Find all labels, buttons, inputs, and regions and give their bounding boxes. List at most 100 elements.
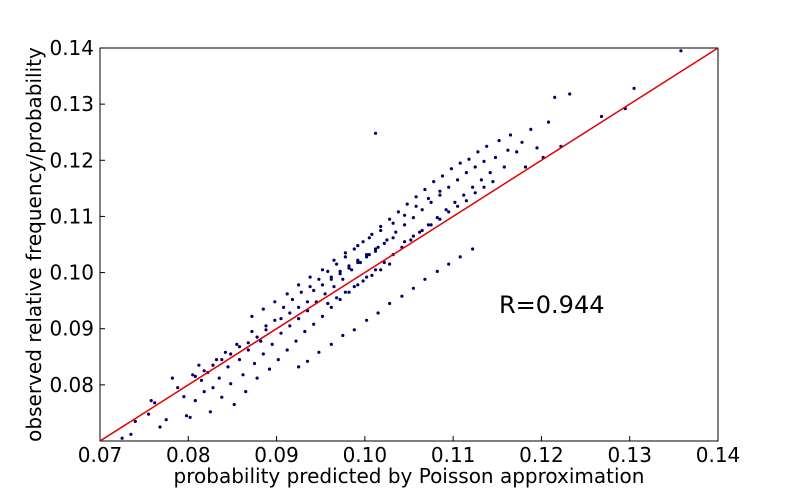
data-point xyxy=(252,361,257,366)
x-tick-label: 0.07 xyxy=(78,443,123,467)
reference-line xyxy=(99,47,719,442)
data-point xyxy=(388,217,392,221)
data-point xyxy=(182,395,186,399)
data-point xyxy=(367,236,371,240)
data-point xyxy=(367,253,371,257)
data-point xyxy=(553,95,557,99)
data-point xyxy=(361,240,365,244)
data-point xyxy=(164,418,168,422)
data-point xyxy=(153,401,157,405)
data-point xyxy=(409,238,413,242)
data-point xyxy=(515,150,519,154)
data-point xyxy=(464,199,468,203)
data-point xyxy=(129,432,133,436)
data-point xyxy=(290,297,295,302)
data-point xyxy=(347,264,351,268)
data-point xyxy=(458,255,462,259)
data-point xyxy=(508,133,513,137)
data-point xyxy=(358,260,362,265)
data-point xyxy=(482,159,486,163)
data-point xyxy=(376,311,380,315)
x-tick-label: 0.10 xyxy=(343,443,388,467)
data-point xyxy=(373,268,378,272)
data-point xyxy=(385,238,389,242)
data-point xyxy=(297,365,301,369)
data-point xyxy=(456,178,460,182)
data-point xyxy=(356,283,360,287)
data-point xyxy=(382,260,386,265)
data-point xyxy=(297,305,301,309)
y-tick-label: 0.08 xyxy=(49,373,94,397)
data-point xyxy=(343,251,347,255)
data-point xyxy=(133,419,137,423)
data-point xyxy=(208,410,212,414)
data-point xyxy=(403,240,407,244)
data-point xyxy=(220,395,224,399)
data-point xyxy=(329,342,333,346)
data-point xyxy=(444,208,448,212)
y-tick-label: 0.11 xyxy=(49,204,94,228)
x-tick-label: 0.12 xyxy=(519,443,564,467)
data-point xyxy=(479,178,483,182)
data-point xyxy=(599,114,604,119)
data-point xyxy=(382,241,386,245)
data-point xyxy=(379,228,383,233)
data-point xyxy=(370,232,374,236)
data-point xyxy=(373,247,378,251)
data-point xyxy=(211,386,215,390)
data-point xyxy=(379,224,383,229)
y-tick-label: 0.13 xyxy=(49,92,94,116)
data-point xyxy=(423,187,427,192)
data-point xyxy=(438,189,442,193)
data-point xyxy=(282,305,286,309)
data-point xyxy=(388,301,392,306)
data-point xyxy=(347,266,351,270)
data-point xyxy=(276,358,280,362)
data-point xyxy=(305,359,310,363)
data-point xyxy=(438,217,442,221)
data-point xyxy=(482,185,486,189)
y-tick-label: 0.12 xyxy=(49,148,94,172)
data-point xyxy=(188,415,192,419)
data-point xyxy=(264,324,268,328)
data-point xyxy=(403,213,407,217)
data-point xyxy=(329,275,333,279)
data-point xyxy=(279,317,283,321)
data-point xyxy=(473,191,477,195)
data-point xyxy=(341,333,345,338)
data-point xyxy=(332,258,336,262)
data-point xyxy=(485,144,489,148)
data-point xyxy=(259,339,263,343)
data-point xyxy=(365,253,369,257)
data-point xyxy=(491,180,495,184)
data-point xyxy=(373,249,378,253)
data-point xyxy=(456,204,460,208)
data-point xyxy=(365,275,369,279)
data-point xyxy=(338,269,342,273)
x-tick-label: 0.14 xyxy=(696,443,741,467)
data-point xyxy=(438,193,442,197)
data-point xyxy=(453,200,457,204)
data-point xyxy=(343,290,347,294)
data-point xyxy=(356,260,360,265)
data-point xyxy=(285,348,289,352)
data-point xyxy=(303,329,307,334)
data-point xyxy=(356,258,360,262)
data-point xyxy=(458,161,462,165)
data-point xyxy=(568,92,572,96)
data-point xyxy=(250,314,254,318)
data-point xyxy=(502,165,506,169)
correlation-annotation: R=0.944 xyxy=(499,291,605,319)
data-point xyxy=(241,373,245,377)
data-point xyxy=(341,277,345,281)
data-point xyxy=(343,255,347,259)
data-point xyxy=(411,286,415,290)
data-point xyxy=(320,268,325,272)
data-point xyxy=(529,127,533,131)
x-tick-label: 0.13 xyxy=(607,443,652,467)
data-point xyxy=(202,369,206,373)
data-point xyxy=(471,247,475,251)
data-point xyxy=(435,269,439,273)
data-point xyxy=(476,150,480,154)
data-point xyxy=(679,49,683,53)
